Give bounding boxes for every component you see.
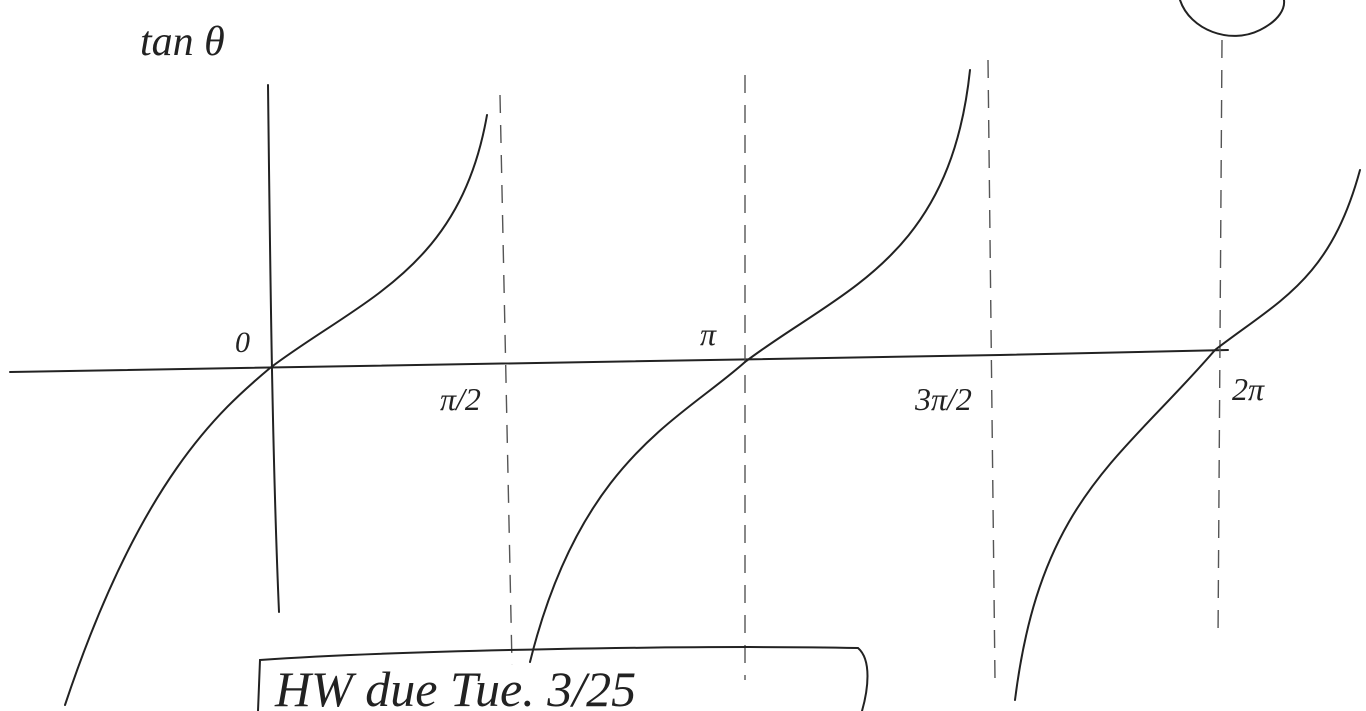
sketch: tan θ 0 π/2 π 3π/2 2π HW due Tue. 3/25 xyxy=(0,0,1366,711)
background xyxy=(0,0,1366,711)
tick-label: π/2 xyxy=(440,381,481,417)
tick-label: 2π xyxy=(1232,371,1265,407)
tick-label: 0 xyxy=(235,326,250,359)
note: HW due Tue. 3/25 xyxy=(274,661,636,711)
tick-label: 3π/2 xyxy=(914,381,972,417)
y-axis-label: tan θ xyxy=(140,19,225,65)
tick-label: π xyxy=(700,316,717,352)
